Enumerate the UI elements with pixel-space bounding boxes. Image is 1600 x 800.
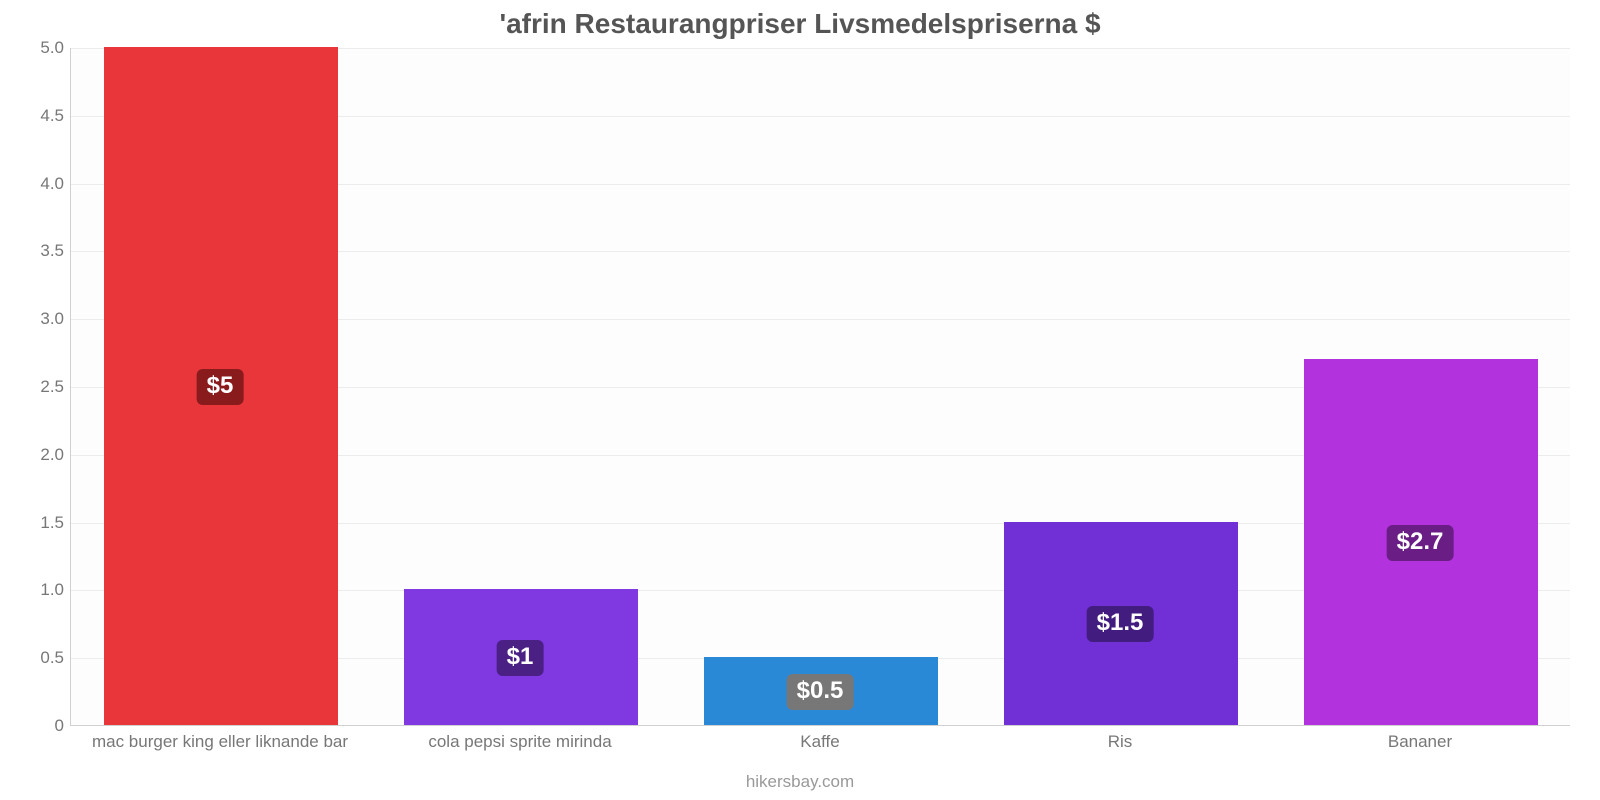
- x-category-label: mac burger king eller liknande bar: [70, 732, 370, 752]
- bars-container: [71, 48, 1570, 725]
- value-badge: $5: [197, 369, 244, 405]
- y-tick-label: 1.0: [14, 580, 64, 600]
- chart-footer: hikersbay.com: [0, 772, 1600, 792]
- plot-area: [70, 48, 1570, 726]
- x-category-label: Bananer: [1270, 732, 1570, 752]
- value-badge: $2.7: [1387, 525, 1454, 561]
- y-tick-label: 0.5: [14, 648, 64, 668]
- y-tick-label: 3.0: [14, 309, 64, 329]
- x-category-label: Ris: [970, 732, 1270, 752]
- chart-title: 'afrin Restaurangpriser Livsmedelspriser…: [0, 8, 1600, 40]
- value-badge: $0.5: [787, 674, 854, 710]
- y-tick-label: 1.5: [14, 513, 64, 533]
- y-tick-label: 4.5: [14, 106, 64, 126]
- x-category-label: Kaffe: [670, 732, 970, 752]
- value-badge: $1: [497, 640, 544, 676]
- price-bar-chart: 'afrin Restaurangpriser Livsmedelspriser…: [0, 0, 1600, 800]
- y-tick-label: 4.0: [14, 174, 64, 194]
- y-tick-label: 3.5: [14, 241, 64, 261]
- y-tick-label: 2.5: [14, 377, 64, 397]
- y-tick-label: 5.0: [14, 38, 64, 58]
- y-tick-label: 2.0: [14, 445, 64, 465]
- value-badge: $1.5: [1087, 606, 1154, 642]
- y-tick-label: 0: [14, 716, 64, 736]
- x-category-label: cola pepsi sprite mirinda: [370, 732, 670, 752]
